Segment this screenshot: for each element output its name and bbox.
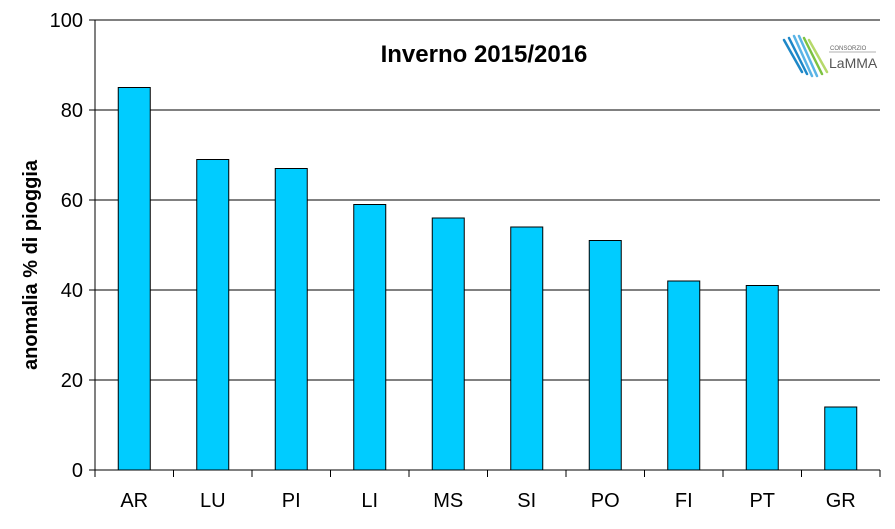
x-tick-label-ms: MS xyxy=(433,490,463,512)
y-tick-labels: 0 20 40 60 80 100 xyxy=(50,10,83,482)
logo-stripe-2 xyxy=(792,34,814,78)
x-tick-label-lu: LU xyxy=(200,490,226,512)
x-tick-label-ar: AR xyxy=(120,490,148,512)
logo-lamma-text: LaMMA xyxy=(829,55,878,71)
x-tick-label-fi: FI xyxy=(675,490,693,512)
axes xyxy=(89,19,881,477)
x-tick-label-si: SI xyxy=(517,490,536,512)
y-tick-label-40: 40 xyxy=(61,280,83,302)
bar-li xyxy=(353,204,387,471)
lamma-logo-icon xyxy=(782,34,876,78)
bar-lu xyxy=(196,159,230,471)
y-tick-label-60: 60 xyxy=(61,190,83,212)
x-tick-label-gr: GR xyxy=(826,490,856,512)
bar-po xyxy=(588,240,622,471)
logo-stripe-5 xyxy=(807,38,829,74)
logo-stripe-1 xyxy=(787,36,809,76)
bar-gr xyxy=(824,406,858,471)
bar-pt xyxy=(745,285,779,471)
lamma-logo: CONSORZIO LaMMA xyxy=(782,34,878,78)
y-axis-label: anomalia % di pioggia xyxy=(20,159,42,370)
logo-consorzio-text: CONSORZIO xyxy=(830,46,867,52)
y-tick-label-100: 100 xyxy=(50,10,83,32)
bar-ar xyxy=(117,87,151,471)
x-tick-label-po: PO xyxy=(591,490,620,512)
x-tick-label-li: LI xyxy=(361,490,378,512)
logo-stripe-0 xyxy=(782,38,804,74)
x-tick-label-pi: PI xyxy=(282,490,301,512)
logo-stripe-3 xyxy=(797,34,819,78)
x-tick-labels: AR LU PI LI MS SI PO FI PT GR xyxy=(120,490,855,512)
y-tick-label-80: 80 xyxy=(61,100,83,122)
y-tick-label-0: 0 xyxy=(72,460,83,482)
logo-stripe-4 xyxy=(802,36,824,76)
x-tick-label-pt: PT xyxy=(749,490,775,512)
bar-pi xyxy=(274,168,308,471)
chart-title: Inverno 2015/2016 xyxy=(381,41,588,68)
bars xyxy=(117,87,858,471)
bar-si xyxy=(510,226,544,471)
y-tick-label-20: 20 xyxy=(61,370,83,392)
bar-ms xyxy=(431,217,465,471)
bar-fi xyxy=(667,280,701,471)
